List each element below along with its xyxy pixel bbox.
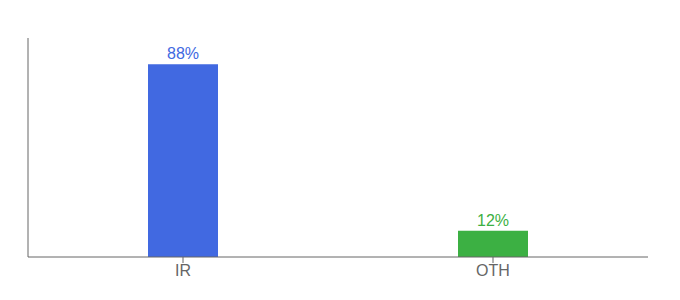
svg-text:12%: 12% — [477, 212, 509, 229]
svg-text:88%: 88% — [167, 45, 199, 62]
svg-text:OTH: OTH — [476, 262, 510, 279]
svg-text:IR: IR — [175, 262, 191, 279]
